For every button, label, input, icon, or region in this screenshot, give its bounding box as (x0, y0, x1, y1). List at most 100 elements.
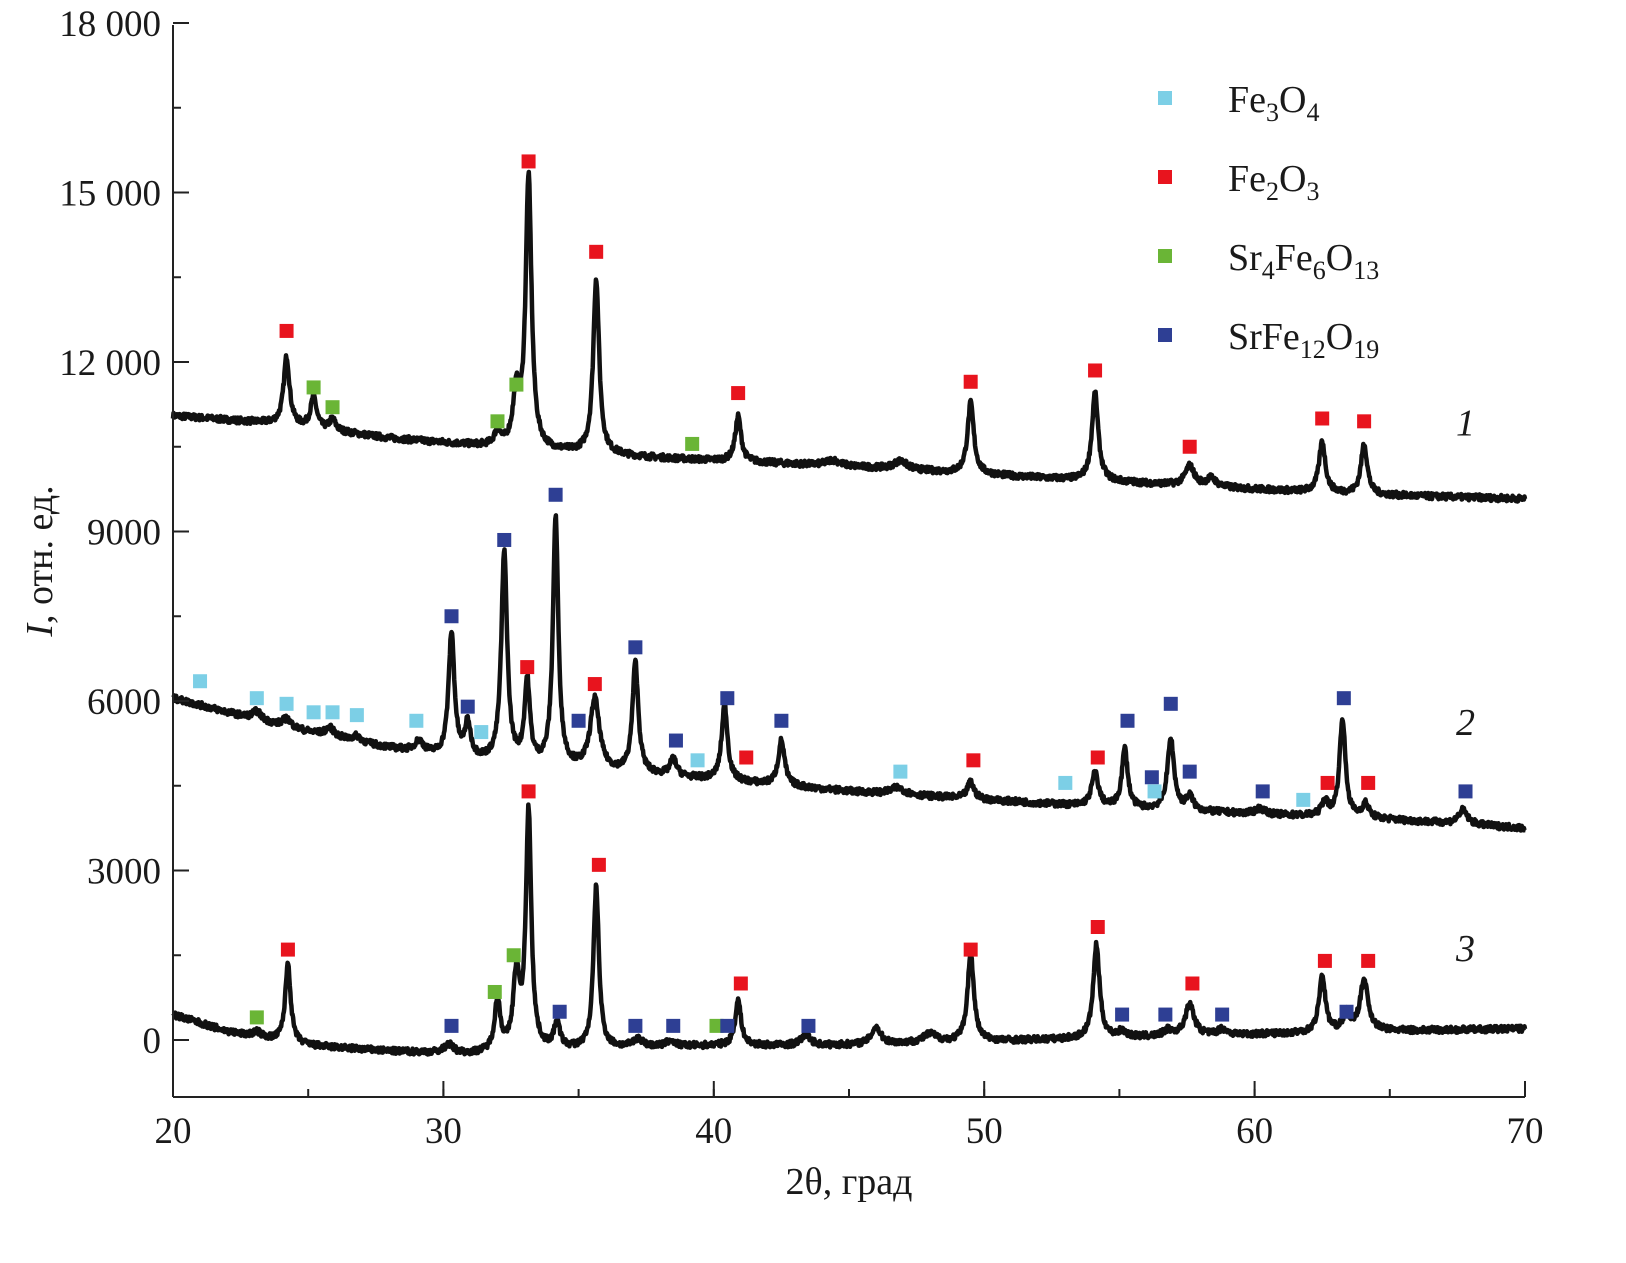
marker-fe2o3 (587, 677, 602, 692)
phase-markers (193, 154, 1473, 1033)
marker-fe3o4 (474, 725, 489, 740)
marker-srfe12o19 (460, 699, 475, 714)
marker-srfe12o19 (1115, 1007, 1130, 1022)
legend-formula-part: 12 (1300, 335, 1326, 364)
legend-formula-part: 6 (1313, 256, 1326, 285)
x-tick-label: 20 (155, 1111, 192, 1152)
marker-fe2o3 (733, 976, 748, 991)
marker-srfe12o19 (720, 691, 735, 706)
marker-srfe12o19 (552, 1004, 567, 1019)
y-tick-label: 0 (143, 1021, 162, 1062)
x-tick-label: 70 (1507, 1111, 1544, 1152)
marker-srfe12o19 (720, 1018, 735, 1033)
legend-formula-part: 13 (1353, 256, 1379, 285)
marker-srfe12o19 (628, 1018, 643, 1033)
marker-sr4fe6o13 (490, 414, 505, 429)
curve-label-2: 2 (1456, 702, 1475, 744)
legend-swatch-fe3o4 (1158, 91, 1172, 105)
marker-fe2o3 (280, 942, 295, 957)
marker-srfe12o19 (1336, 691, 1351, 706)
marker-fe2o3 (731, 386, 746, 401)
marker-srfe12o19 (571, 713, 586, 728)
marker-fe2o3 (591, 857, 606, 872)
marker-srfe12o19 (1215, 1007, 1230, 1022)
marker-fe2o3 (520, 660, 535, 675)
marker-fe3o4 (1058, 775, 1073, 790)
legend-formula-part: SrFe (1228, 316, 1300, 358)
marker-fe3o4 (1147, 784, 1162, 799)
legend-swatch-fe2o3 (1158, 170, 1172, 184)
marker-fe2o3 (1088, 363, 1103, 378)
marker-fe3o4 (279, 696, 294, 711)
marker-fe3o4 (893, 764, 908, 779)
y-tick-label: 6000 (87, 682, 161, 723)
legend-label-fe3o4: Fe3O4 (1228, 79, 1319, 127)
marker-fe3o4 (249, 691, 264, 706)
series-2-curve (171, 513, 1527, 833)
tick-labels: 20 30 40 50 60 70 0 3000 6000 9000 12 000 15 000 18 … (59, 4, 1543, 1152)
marker-fe3o4 (325, 705, 340, 720)
marker-fe2o3 (1361, 953, 1376, 968)
marker-srfe12o19 (444, 1018, 459, 1033)
marker-fe3o4 (409, 713, 424, 728)
marker-srfe12o19 (1120, 713, 1135, 728)
legend-formula-part: 2 (1266, 177, 1279, 206)
x-tick-label: 30 (425, 1111, 462, 1152)
marker-sr4fe6o13 (306, 380, 321, 395)
legend-formula-part: O (1326, 316, 1353, 358)
legend-formula-part: 4 (1306, 98, 1319, 127)
marker-sr4fe6o13 (487, 984, 502, 999)
legend-formula-part: O (1326, 237, 1353, 279)
marker-srfe12o19 (628, 640, 643, 655)
marker-fe2o3 (1315, 411, 1330, 426)
marker-sr4fe6o13 (685, 436, 700, 451)
marker-fe3o4 (193, 674, 208, 689)
marker-srfe12o19 (548, 487, 563, 502)
marker-sr4fe6o13 (709, 1018, 724, 1033)
marker-fe2o3 (963, 942, 978, 957)
legend-swatch-srfe12o19 (1158, 328, 1172, 342)
marker-fe3o4 (306, 705, 321, 720)
y-tick-label: 3000 (87, 852, 161, 893)
marker-fe2o3 (279, 323, 294, 338)
marker-fe2o3 (1185, 976, 1200, 991)
marker-fe2o3 (1090, 750, 1105, 765)
legend-formula-part: Fe (1228, 158, 1266, 200)
marker-fe2o3 (1361, 775, 1376, 790)
legend-label-fe2o3: Fe2O3 (1228, 158, 1319, 206)
marker-sr4fe6o13 (509, 377, 524, 392)
marker-fe3o4 (690, 753, 705, 768)
marker-srfe12o19 (1458, 784, 1473, 799)
curve-label-1: 1 (1456, 402, 1475, 444)
legend-formula-part: Sr (1228, 237, 1262, 279)
x-axis-title: 2θ, град (786, 1161, 913, 1203)
y-tick-label: 15 000 (59, 174, 161, 215)
y-axis-title-rest: , отн. ед. (19, 485, 61, 624)
marker-fe2o3 (1320, 775, 1335, 790)
marker-fe2o3 (963, 374, 978, 389)
marker-fe3o4 (1296, 792, 1311, 807)
legend-formula-part: 3 (1266, 98, 1279, 127)
x-tick-label: 50 (966, 1111, 1003, 1152)
legend-swatch-sr4fe6o13 (1158, 249, 1172, 263)
marker-srfe12o19 (666, 1018, 681, 1033)
diffraction-curves (170, 169, 1528, 1057)
marker-sr4fe6o13 (325, 400, 340, 415)
marker-fe2o3 (966, 753, 981, 768)
y-tick-label: 18 000 (59, 4, 161, 45)
x-tick-label: 60 (1236, 1111, 1273, 1152)
marker-fe2o3 (1357, 414, 1372, 429)
marker-srfe12o19 (1158, 1007, 1173, 1022)
curve-label-3: 3 (1455, 928, 1475, 970)
marker-srfe12o19 (668, 733, 683, 748)
marker-fe2o3 (589, 244, 604, 259)
legend-formula-part: 3 (1306, 177, 1319, 206)
series-3-curve (171, 802, 1528, 1057)
marker-srfe12o19 (497, 532, 512, 547)
marker-srfe12o19 (1163, 696, 1178, 711)
series-1-curve (170, 169, 1528, 504)
y-axis-title: I, отн. ед. (19, 485, 61, 637)
marker-srfe12o19 (801, 1018, 816, 1033)
legend-formula-part: O (1279, 158, 1306, 200)
